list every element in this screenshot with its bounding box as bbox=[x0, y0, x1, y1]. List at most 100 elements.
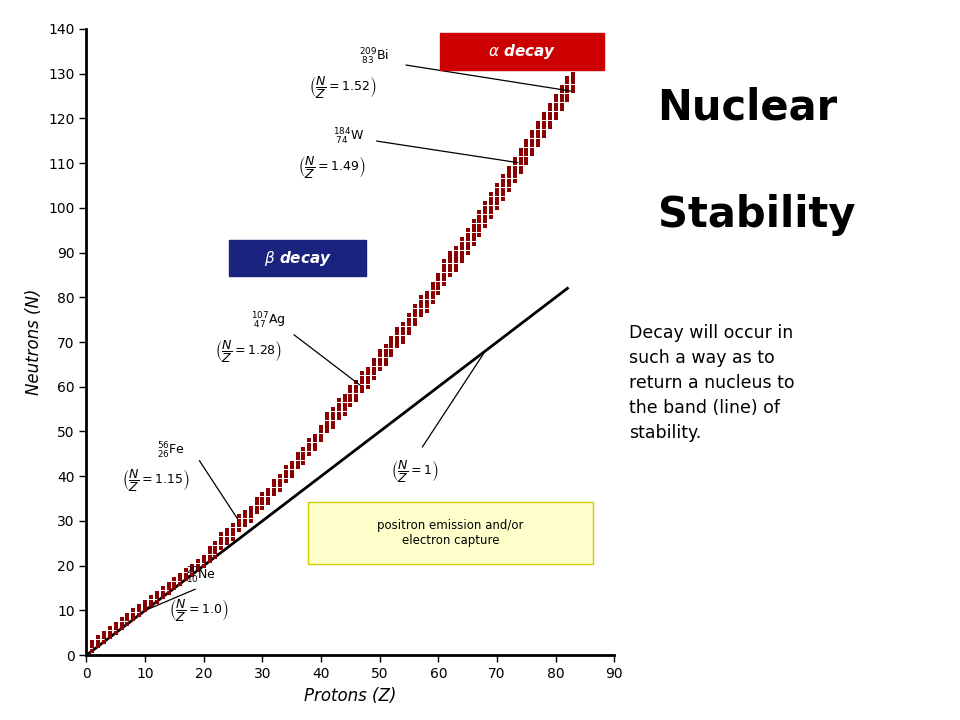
Point bbox=[524, 140, 540, 151]
Point bbox=[390, 332, 405, 343]
Point bbox=[518, 135, 534, 146]
Point bbox=[155, 587, 170, 598]
Point bbox=[531, 117, 546, 129]
Text: $\alpha$ decay: $\alpha$ decay bbox=[488, 42, 556, 61]
Point bbox=[448, 265, 464, 276]
Point bbox=[284, 466, 300, 477]
Point bbox=[296, 444, 311, 455]
Point bbox=[249, 492, 264, 504]
Point bbox=[237, 520, 252, 531]
Point bbox=[278, 466, 294, 477]
Point bbox=[320, 417, 335, 428]
Text: $\left(\dfrac{N}{Z}=1.28\right)$: $\left(\dfrac{N}{Z}=1.28\right)$ bbox=[215, 338, 282, 364]
Text: $\left(\dfrac{N}{Z}=1.52\right)$: $\left(\dfrac{N}{Z}=1.52\right)$ bbox=[309, 73, 377, 99]
Point bbox=[484, 189, 499, 200]
Point bbox=[565, 81, 581, 93]
Point bbox=[207, 542, 223, 554]
Point bbox=[155, 591, 170, 603]
Point bbox=[354, 372, 370, 384]
Point bbox=[325, 403, 341, 415]
Point bbox=[460, 247, 475, 258]
Text: Decay will occur in
such a way as to
return a nucleus to
the band (line) of
stab: Decay will occur in such a way as to ret… bbox=[629, 324, 795, 442]
Point bbox=[231, 520, 247, 531]
Point bbox=[466, 215, 481, 227]
Point bbox=[495, 193, 511, 204]
Point bbox=[560, 81, 575, 93]
Point bbox=[167, 582, 182, 594]
Point bbox=[366, 363, 381, 374]
Point bbox=[407, 310, 422, 321]
Point bbox=[120, 609, 135, 621]
Point bbox=[173, 569, 188, 580]
Point bbox=[214, 528, 229, 540]
Point bbox=[501, 162, 516, 174]
Point bbox=[507, 175, 522, 186]
Point bbox=[120, 613, 135, 625]
Point bbox=[407, 314, 422, 325]
Point bbox=[132, 600, 147, 612]
Point bbox=[273, 470, 288, 482]
Point bbox=[531, 135, 546, 146]
Point bbox=[207, 551, 223, 562]
Point bbox=[478, 220, 493, 231]
Point bbox=[518, 140, 534, 151]
Point bbox=[518, 157, 534, 168]
Point bbox=[490, 179, 505, 191]
Point bbox=[524, 148, 540, 160]
Point bbox=[360, 363, 375, 374]
Point bbox=[448, 251, 464, 263]
Point bbox=[90, 631, 106, 643]
Point bbox=[184, 560, 200, 572]
Point bbox=[431, 282, 446, 294]
Point bbox=[231, 524, 247, 536]
Point bbox=[220, 524, 235, 536]
FancyBboxPatch shape bbox=[440, 33, 604, 70]
Point bbox=[184, 564, 200, 576]
Point bbox=[325, 421, 341, 433]
Point bbox=[202, 542, 217, 554]
Point bbox=[260, 492, 276, 504]
Point bbox=[466, 225, 481, 236]
Point bbox=[384, 345, 399, 356]
Point bbox=[565, 77, 581, 89]
Point bbox=[102, 631, 117, 643]
Point bbox=[495, 189, 511, 200]
Point bbox=[460, 225, 475, 236]
Point bbox=[372, 359, 388, 370]
Point bbox=[524, 130, 540, 142]
Point bbox=[254, 498, 270, 509]
Point bbox=[354, 377, 370, 388]
Point bbox=[484, 207, 499, 218]
Text: $^{20}_{10}$Ne: $^{20}_{10}$Ne bbox=[186, 566, 216, 586]
Point bbox=[202, 551, 217, 562]
Point bbox=[343, 390, 358, 402]
Point bbox=[260, 484, 276, 495]
Point bbox=[184, 569, 200, 580]
Point bbox=[531, 126, 546, 138]
Point bbox=[460, 233, 475, 245]
Point bbox=[243, 502, 258, 513]
Point bbox=[448, 256, 464, 267]
Point bbox=[565, 86, 581, 97]
Point bbox=[143, 600, 158, 612]
Point bbox=[448, 242, 464, 254]
Point bbox=[196, 551, 211, 562]
Point bbox=[325, 413, 341, 424]
Point bbox=[518, 144, 534, 156]
Point bbox=[348, 381, 364, 392]
Point bbox=[301, 448, 317, 459]
Point bbox=[202, 556, 217, 567]
Point bbox=[548, 94, 564, 106]
Point bbox=[267, 480, 282, 491]
Point bbox=[161, 578, 177, 590]
Point bbox=[507, 157, 522, 168]
Point bbox=[466, 220, 481, 231]
Point bbox=[484, 193, 499, 204]
Point bbox=[84, 641, 100, 652]
Point bbox=[220, 533, 235, 544]
Point bbox=[331, 399, 347, 410]
Point bbox=[542, 99, 558, 111]
Point bbox=[495, 171, 511, 182]
Point bbox=[137, 605, 153, 616]
Point bbox=[425, 282, 441, 294]
